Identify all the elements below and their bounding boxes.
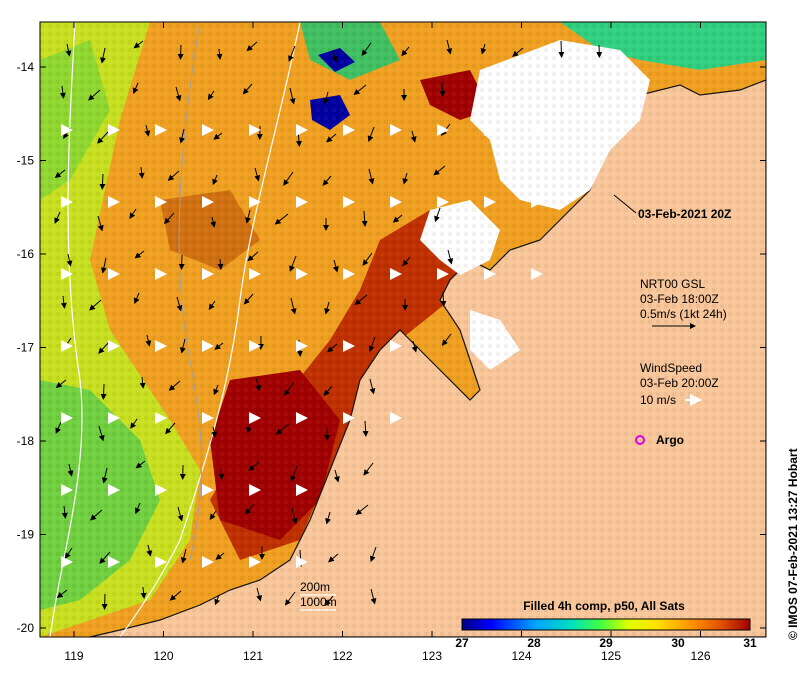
currents-legend-source: NRT00 GSL <box>640 277 705 291</box>
lat-tick-label: -20 <box>17 621 35 635</box>
current-vector <box>561 41 562 57</box>
lat-tick-label: -19 <box>17 528 35 542</box>
wind-legend-time: 03-Feb 20:00Z <box>640 376 719 390</box>
currents-legend-time: 03-Feb 18:00Z <box>640 292 719 306</box>
colorbar-tick-label: 27 <box>455 636 469 650</box>
colorbar-ticks: 27 28 29 30 31 <box>455 636 757 650</box>
lat-tick-label: -15 <box>17 154 35 168</box>
lon-tick-label: 126 <box>690 649 710 663</box>
current-vector <box>180 45 181 59</box>
current-vector <box>103 384 104 399</box>
colorbar-gradient <box>462 619 750 630</box>
argo-legend-label: Argo <box>656 433 684 447</box>
lon-tick-label: 119 <box>64 649 83 663</box>
lon-tick-label: 125 <box>601 649 621 663</box>
pixel-texture <box>40 22 766 637</box>
map-plot-area <box>40 22 766 637</box>
lat-tick-label: -18 <box>17 434 35 448</box>
lat-tick-label: -17 <box>17 341 35 355</box>
lat-tick-label: -14 <box>17 60 35 74</box>
isobath-legend-1000m: 1000m <box>300 595 337 609</box>
lon-tick-label: 120 <box>153 649 173 663</box>
colorbar-title: Filled 4h comp, p50, All Sats <box>523 599 685 613</box>
colorbar-tick-label: 31 <box>743 636 757 650</box>
colorbar-tick-label: 28 <box>527 636 541 650</box>
isobath-legend-200m: 200m <box>300 580 330 594</box>
lat-tick-label: -16 <box>17 247 35 261</box>
currents-legend-scale: 0.5m/s (1kt 24h) <box>640 307 727 321</box>
wind-legend-title: WindSpeed <box>640 361 702 375</box>
colorbar-tick-label: 30 <box>671 636 685 650</box>
lon-tick-label: 121 <box>243 649 263 663</box>
lon-tick-label: 123 <box>422 649 442 663</box>
map-date-label: 03-Feb-2021 20Z <box>638 207 731 221</box>
credit-text: © IMOS 07-Feb-2021 13:27 Hobart <box>786 448 800 640</box>
wind-legend-scale: 10 m/s <box>640 393 676 407</box>
lon-tick-label: 122 <box>332 649 352 663</box>
lon-tick-label: 124 <box>511 649 531 663</box>
colorbar-tick-label: 29 <box>599 636 613 650</box>
